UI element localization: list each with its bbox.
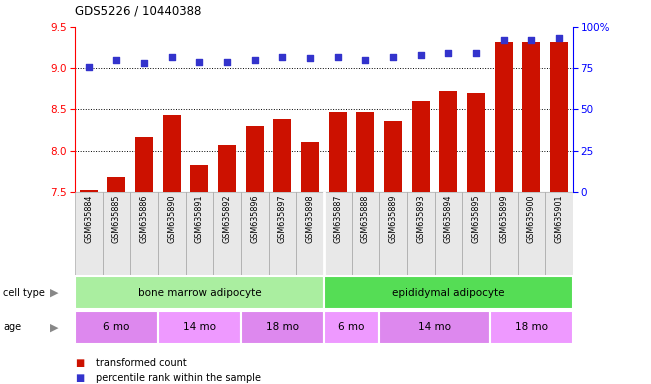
Text: GSM635898: GSM635898 <box>305 194 314 243</box>
Text: GSM635888: GSM635888 <box>361 194 370 243</box>
Point <box>333 53 343 60</box>
Bar <box>490 311 573 344</box>
Text: GSM635895: GSM635895 <box>471 194 480 243</box>
Bar <box>75 311 158 344</box>
Text: GSM635889: GSM635889 <box>389 194 398 243</box>
Point <box>167 53 177 60</box>
Bar <box>190 165 208 192</box>
Bar <box>467 93 485 192</box>
Bar <box>103 192 130 275</box>
Bar <box>522 42 540 192</box>
Bar <box>356 112 374 192</box>
Bar <box>490 192 518 275</box>
Point <box>415 52 426 58</box>
Text: GSM635897: GSM635897 <box>278 194 287 243</box>
Text: cell type: cell type <box>3 288 45 298</box>
Bar <box>324 311 379 344</box>
Bar <box>435 192 462 275</box>
Bar <box>130 192 158 275</box>
Point <box>222 58 232 65</box>
Bar <box>107 177 126 192</box>
Text: 6 mo: 6 mo <box>339 322 365 333</box>
Bar <box>158 192 186 275</box>
Point <box>277 53 288 60</box>
Bar <box>163 115 181 192</box>
Text: GSM635901: GSM635901 <box>555 194 564 243</box>
Point <box>499 37 509 43</box>
Bar <box>379 192 407 275</box>
Text: GSM635884: GSM635884 <box>84 194 93 243</box>
Bar <box>241 192 269 275</box>
Text: 6 mo: 6 mo <box>103 322 130 333</box>
Text: GSM635885: GSM635885 <box>112 194 121 243</box>
Text: GSM635891: GSM635891 <box>195 194 204 243</box>
Text: 14 mo: 14 mo <box>418 322 451 333</box>
Text: bone marrow adipocyte: bone marrow adipocyte <box>137 288 261 298</box>
Bar <box>135 137 153 192</box>
Text: transformed count: transformed count <box>96 358 186 368</box>
Bar <box>462 192 490 275</box>
Point <box>249 57 260 63</box>
Point <box>194 58 204 65</box>
Bar <box>439 91 458 192</box>
Bar <box>301 142 319 192</box>
Text: 18 mo: 18 mo <box>515 322 548 333</box>
Bar <box>213 192 241 275</box>
Text: 18 mo: 18 mo <box>266 322 299 333</box>
Bar <box>245 126 264 192</box>
Point <box>388 53 398 60</box>
Bar <box>407 192 435 275</box>
Text: epididymal adipocyte: epididymal adipocyte <box>392 288 505 298</box>
Text: percentile rank within the sample: percentile rank within the sample <box>96 373 260 383</box>
Text: GSM635893: GSM635893 <box>416 194 425 243</box>
Text: GSM635896: GSM635896 <box>250 194 259 243</box>
Text: GSM635887: GSM635887 <box>333 194 342 243</box>
Bar <box>550 42 568 192</box>
Bar <box>75 276 324 309</box>
Bar <box>268 192 296 275</box>
Text: 14 mo: 14 mo <box>183 322 216 333</box>
Bar <box>273 119 292 192</box>
Bar <box>545 192 573 275</box>
Text: GSM635899: GSM635899 <box>499 194 508 243</box>
Point <box>526 37 536 43</box>
Bar <box>79 190 98 192</box>
Bar <box>518 192 545 275</box>
Point <box>360 57 370 63</box>
Text: GSM635886: GSM635886 <box>139 194 148 243</box>
Point <box>554 35 564 41</box>
Bar <box>495 42 513 192</box>
Bar <box>324 276 573 309</box>
Text: GSM635890: GSM635890 <box>167 194 176 243</box>
Point <box>139 60 149 66</box>
Text: GSM635894: GSM635894 <box>444 194 453 243</box>
Text: GDS5226 / 10440388: GDS5226 / 10440388 <box>75 4 201 17</box>
Text: ▶: ▶ <box>49 288 59 298</box>
Bar <box>411 101 430 192</box>
Point <box>443 50 454 56</box>
Bar <box>384 121 402 192</box>
Bar <box>329 112 347 192</box>
Point <box>111 57 122 63</box>
Point <box>83 63 94 70</box>
Bar <box>296 192 324 275</box>
Bar <box>75 192 103 275</box>
Bar <box>352 192 379 275</box>
Bar <box>158 311 241 344</box>
Text: ■: ■ <box>75 358 84 368</box>
Text: GSM635892: GSM635892 <box>223 194 232 243</box>
Bar <box>324 192 352 275</box>
Text: ■: ■ <box>75 373 84 383</box>
Text: age: age <box>3 322 21 333</box>
Bar <box>186 192 213 275</box>
Text: ▶: ▶ <box>49 322 59 333</box>
Bar <box>218 145 236 192</box>
Text: GSM635900: GSM635900 <box>527 194 536 243</box>
Point <box>305 55 315 61</box>
Bar <box>379 311 490 344</box>
Bar <box>241 311 324 344</box>
Point <box>471 50 481 56</box>
